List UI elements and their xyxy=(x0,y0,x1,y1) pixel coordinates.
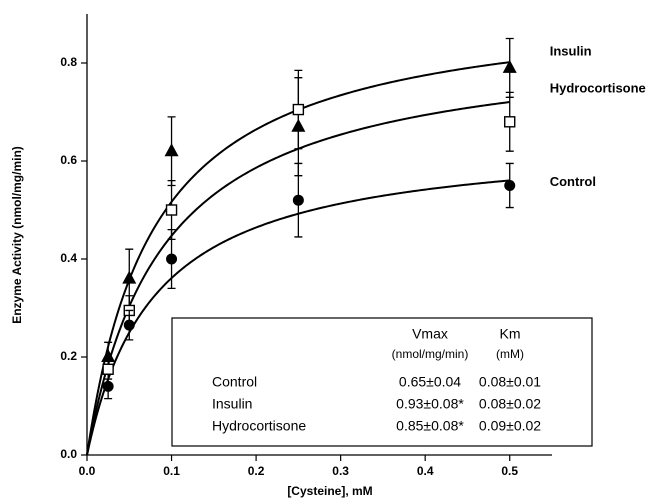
series-label: Control xyxy=(550,174,596,189)
y-tick-label: 0.6 xyxy=(60,153,77,167)
table-header: Km xyxy=(500,326,521,342)
table-row-name: Control xyxy=(212,374,257,390)
table-header: Vmax xyxy=(412,326,448,342)
marker-circle xyxy=(166,253,178,265)
x-tick-label: 0.4 xyxy=(417,464,434,478)
x-tick-label: 0.0 xyxy=(79,464,96,478)
y-tick-label: 0.0 xyxy=(60,447,77,461)
y-tick-label: 0.2 xyxy=(60,349,77,363)
marker-square xyxy=(292,103,305,116)
y-tick-label: 0.8 xyxy=(60,55,77,69)
series-label: Hydrocortisone xyxy=(550,80,646,95)
table-cell: 0.85±0.08* xyxy=(396,418,464,434)
table-cell: 0.08±0.02 xyxy=(479,396,541,412)
marker-circle xyxy=(102,380,114,392)
marker-circle xyxy=(292,194,304,206)
table-cell: 0.93±0.08* xyxy=(396,396,464,412)
y-axis-label: Enzyme Activity (nmol/mg/min) xyxy=(10,146,24,324)
marker-triangle xyxy=(122,270,137,284)
marker-square xyxy=(102,363,114,375)
marker-triangle xyxy=(101,349,116,362)
x-tick-label: 0.1 xyxy=(163,464,180,478)
marker-square xyxy=(504,116,516,128)
marker-triangle xyxy=(502,59,517,73)
marker-triangle xyxy=(164,143,179,157)
table-row-name: Insulin xyxy=(212,396,252,412)
table-header: (mM) xyxy=(496,347,524,361)
series-label: Insulin xyxy=(550,44,592,59)
table-cell: 0.09±0.02 xyxy=(479,418,541,434)
x-tick-label: 0.5 xyxy=(501,464,518,478)
fit-table-box xyxy=(171,317,593,447)
x-tick-label: 0.2 xyxy=(248,464,265,478)
marker-square xyxy=(165,204,178,216)
y-tick-label: 0.4 xyxy=(60,251,77,265)
table-cell: 0.65±0.04 xyxy=(399,374,461,390)
table-cell: 0.08±0.01 xyxy=(479,374,541,390)
table-header: (nmol/mg/min) xyxy=(392,347,469,361)
x-tick-label: 0.3 xyxy=(332,464,349,478)
marker-circle xyxy=(504,180,516,191)
table-row-name: Hydrocortisone xyxy=(212,418,306,434)
x-axis-label: [Cysteine], mM xyxy=(287,484,372,498)
marker-circle xyxy=(123,319,135,331)
